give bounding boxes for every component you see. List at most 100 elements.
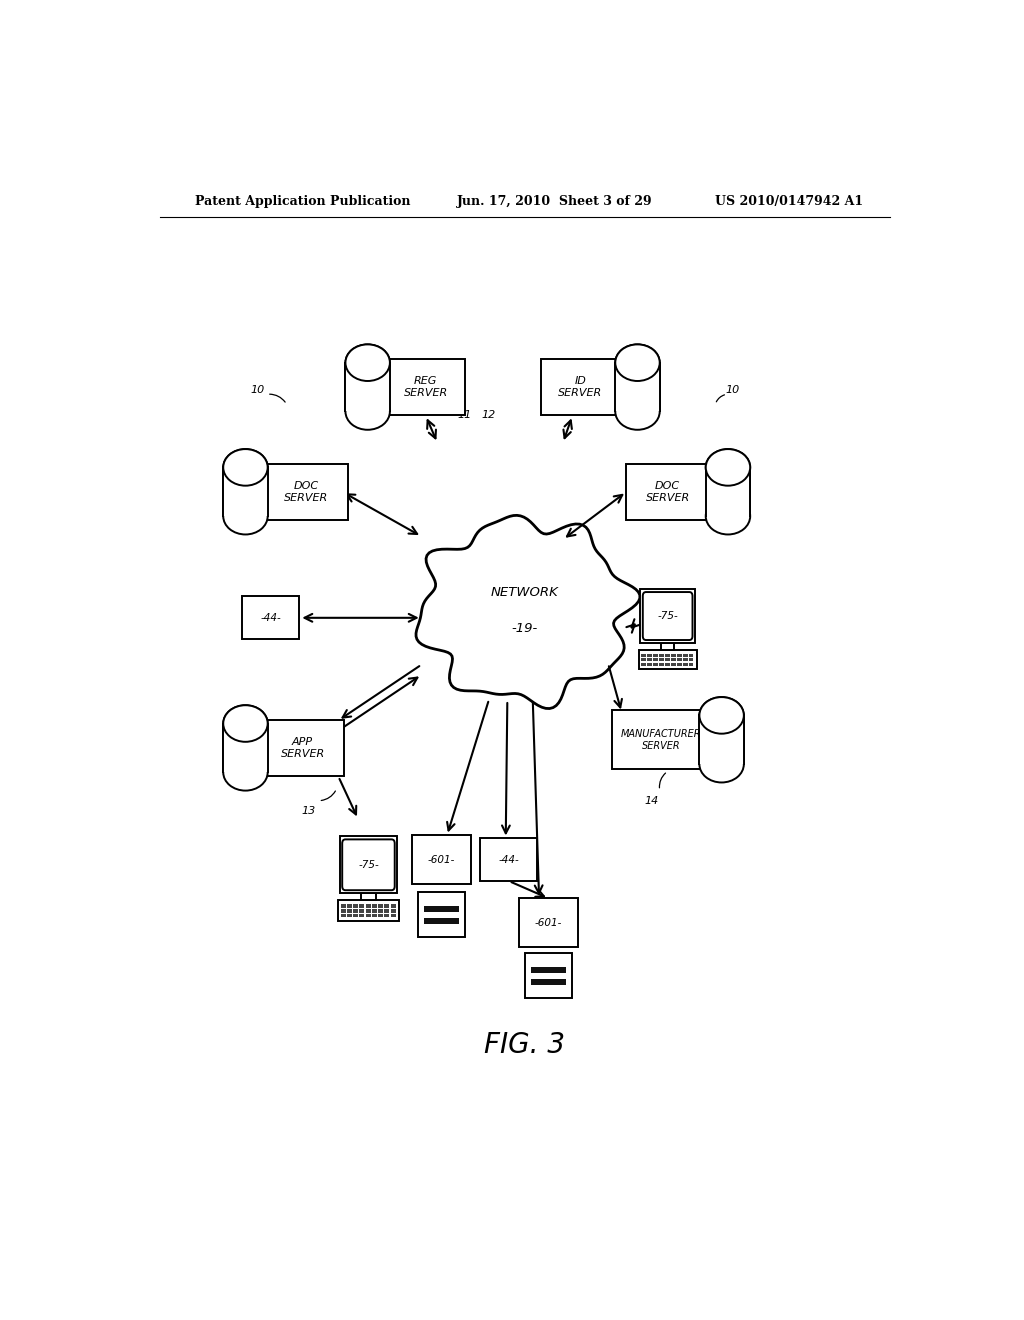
Bar <box>659 659 664 661</box>
Bar <box>706 467 751 516</box>
Text: -75-: -75- <box>657 611 678 620</box>
Bar <box>359 913 365 917</box>
Text: 10: 10 <box>726 385 740 395</box>
Bar <box>530 968 566 973</box>
FancyBboxPatch shape <box>626 463 710 520</box>
Ellipse shape <box>699 697 743 734</box>
Bar <box>341 913 345 917</box>
Bar <box>223 467 267 516</box>
Bar <box>345 363 390 412</box>
Ellipse shape <box>706 498 751 535</box>
Bar <box>653 659 657 661</box>
Bar <box>372 909 377 912</box>
Ellipse shape <box>615 393 659 430</box>
Text: -44-: -44- <box>260 612 282 623</box>
Polygon shape <box>416 515 640 709</box>
Bar <box>689 663 693 665</box>
Bar <box>647 653 652 657</box>
Bar <box>641 663 646 665</box>
Bar <box>353 913 358 917</box>
Bar <box>677 663 682 665</box>
Text: DOC
SERVER: DOC SERVER <box>645 480 690 503</box>
Ellipse shape <box>345 345 390 381</box>
Bar <box>353 904 358 908</box>
Bar <box>347 904 352 908</box>
Bar <box>615 363 659 412</box>
Ellipse shape <box>223 705 267 742</box>
Bar <box>223 467 267 516</box>
Bar <box>659 653 664 657</box>
Text: 13: 13 <box>302 807 316 816</box>
FancyBboxPatch shape <box>412 836 471 884</box>
FancyBboxPatch shape <box>265 463 348 520</box>
Bar <box>641 653 646 657</box>
Bar <box>683 653 687 657</box>
Bar <box>366 904 371 908</box>
Bar <box>347 909 352 912</box>
Bar <box>359 909 365 912</box>
FancyBboxPatch shape <box>640 589 695 643</box>
Text: Patent Application Publication: Patent Application Publication <box>196 194 411 207</box>
Bar <box>424 907 460 912</box>
Bar <box>341 909 345 912</box>
Ellipse shape <box>699 697 743 734</box>
Bar <box>391 904 395 908</box>
Text: NETWORK: NETWORK <box>490 586 559 599</box>
FancyBboxPatch shape <box>261 719 344 776</box>
Bar <box>372 913 377 917</box>
FancyBboxPatch shape <box>639 649 696 669</box>
Text: ID
SERVER: ID SERVER <box>558 376 602 397</box>
Ellipse shape <box>706 449 751 486</box>
Bar <box>384 904 389 908</box>
Bar <box>706 467 751 516</box>
Text: -44-: -44- <box>499 855 519 865</box>
Bar <box>665 653 670 657</box>
Bar <box>671 653 676 657</box>
Bar <box>391 913 395 917</box>
Text: 10: 10 <box>250 385 264 395</box>
FancyBboxPatch shape <box>660 643 675 649</box>
Bar <box>659 663 664 665</box>
FancyBboxPatch shape <box>243 597 299 639</box>
FancyBboxPatch shape <box>524 953 572 998</box>
Bar <box>615 363 659 412</box>
Text: -601-: -601- <box>428 855 455 865</box>
FancyBboxPatch shape <box>611 710 711 770</box>
Bar <box>223 723 267 772</box>
Bar <box>677 659 682 661</box>
Text: -601-: -601- <box>535 917 562 928</box>
Bar <box>683 663 687 665</box>
Bar <box>689 653 693 657</box>
Bar <box>366 909 371 912</box>
Text: US 2010/0147942 A1: US 2010/0147942 A1 <box>715 194 863 207</box>
FancyBboxPatch shape <box>418 892 465 937</box>
Bar <box>530 978 566 985</box>
Bar <box>378 909 383 912</box>
FancyBboxPatch shape <box>643 593 692 640</box>
Bar <box>391 909 395 912</box>
Ellipse shape <box>223 754 267 791</box>
Text: 12: 12 <box>481 409 496 420</box>
Bar <box>378 904 383 908</box>
Bar <box>223 723 267 772</box>
Bar <box>671 659 676 661</box>
Ellipse shape <box>345 345 390 381</box>
Ellipse shape <box>699 746 743 783</box>
Bar <box>345 363 390 412</box>
Ellipse shape <box>615 345 659 381</box>
Text: 14: 14 <box>645 796 658 805</box>
Bar <box>699 715 743 764</box>
Text: -19-: -19- <box>512 623 538 635</box>
Text: REG
SERVER: REG SERVER <box>403 376 447 397</box>
Bar <box>424 917 460 924</box>
Bar <box>366 913 371 917</box>
Bar <box>372 904 377 908</box>
FancyBboxPatch shape <box>340 837 397 894</box>
Bar <box>647 663 652 665</box>
Ellipse shape <box>223 498 267 535</box>
Bar <box>384 909 389 912</box>
Ellipse shape <box>223 449 267 486</box>
Text: DOC
SERVER: DOC SERVER <box>285 480 329 503</box>
Text: APP
SERVER: APP SERVER <box>281 737 325 759</box>
Bar <box>378 913 383 917</box>
